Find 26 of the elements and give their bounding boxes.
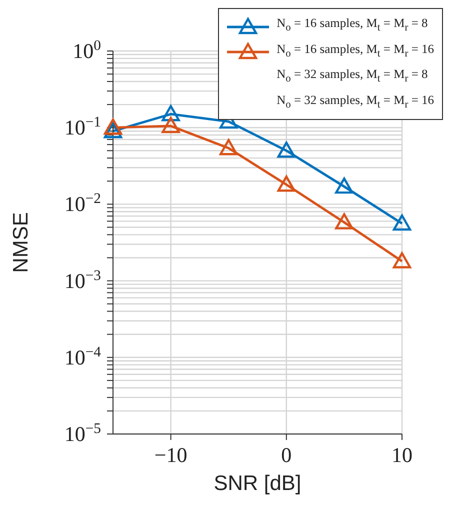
point — [392, 214, 412, 231]
point — [277, 142, 296, 158]
legend-label: N$_{o}$ = 16 samples, M$_{t}$ = M$_{r}$ = 16 — [276, 40, 434, 61]
x-axis-title: SNR [dB] — [214, 472, 302, 495]
point — [220, 139, 238, 156]
x-tick-label: 10 — [392, 443, 412, 467]
text: N$_{o}$ = 32 samples, M$_{t}$ = M$_{r}$ = 16 — [276, 92, 434, 112]
y-axis-title: NMSE — [9, 212, 32, 273]
point — [104, 118, 122, 135]
x-tick-label: −10 — [154, 443, 188, 467]
legend-label: N$_{o}$ = 16 samples, M$_{t}$ = M$_{r}$ = 8 — [276, 15, 428, 36]
x-tick-label: 0 — [281, 443, 292, 467]
point — [335, 177, 354, 194]
point — [392, 252, 412, 268]
point — [104, 122, 122, 138]
y-tick-label: 10$^{−5}$ — [64, 421, 101, 446]
point — [162, 105, 180, 122]
y-tick-label: 10$^{0}$ — [72, 38, 101, 63]
point — [335, 213, 354, 230]
y-tick-label: 10$^{−2}$ — [64, 191, 101, 216]
y-tick-label: 10$^{−1}$ — [64, 114, 101, 140]
text: N$_{o}$ = 32 samples, M$_{t}$ = M$_{r}$ = 8 — [276, 66, 428, 86]
y-tick-label: 10$^{−4}$ — [64, 344, 102, 370]
point — [162, 116, 180, 134]
y-tick-label: 10$^{−3}$ — [64, 268, 101, 293]
point — [277, 176, 296, 192]
